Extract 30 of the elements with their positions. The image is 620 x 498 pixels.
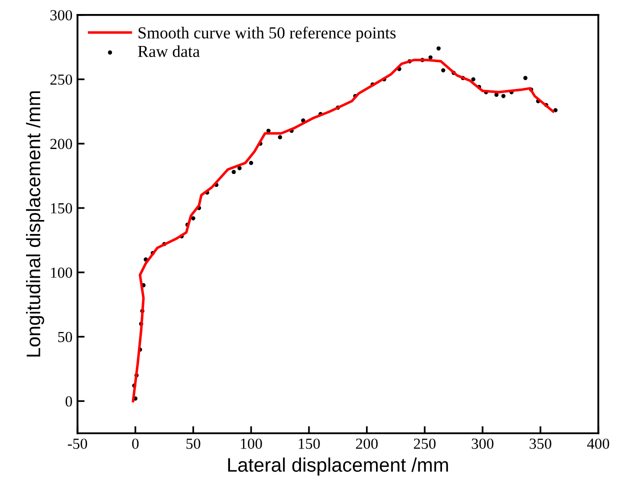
point xyxy=(278,135,282,140)
point xyxy=(249,160,254,166)
x-tick-label: 200 xyxy=(356,438,378,449)
x-tick-label: 250 xyxy=(414,438,436,449)
y-tick-label: 300 xyxy=(50,10,72,20)
point xyxy=(523,76,528,80)
x-tick-label: 150 xyxy=(298,438,320,449)
y-tick-label: 0 xyxy=(66,396,72,407)
x-tick-label: -50 xyxy=(68,438,88,449)
x-tick-label: 350 xyxy=(530,438,552,449)
point xyxy=(436,46,441,50)
y-tick-label: 50 xyxy=(58,332,72,342)
x-tick-label: 400 xyxy=(587,438,610,449)
point xyxy=(441,68,446,72)
y-tick-label: 100 xyxy=(51,268,72,278)
x-tick-label: 100 xyxy=(240,438,262,449)
point xyxy=(232,170,236,174)
point xyxy=(501,94,506,98)
legend-label: Smooth curve with 50 reference points xyxy=(138,26,396,42)
point xyxy=(191,216,196,220)
x-tick-label: 0 xyxy=(132,438,139,449)
point xyxy=(471,77,476,82)
y-axis-title: Longitudinal displacement /mm xyxy=(26,91,44,357)
y-tick-label: 250 xyxy=(50,74,72,85)
x-tick-label: 300 xyxy=(472,438,494,449)
x-axis-title: Lateral displacement /mm xyxy=(228,458,448,476)
legend-label: Raw data xyxy=(138,45,200,58)
x-tick-label: 50 xyxy=(186,438,200,449)
y-tick-label: 150 xyxy=(51,203,72,214)
y-tick-label: 200 xyxy=(50,138,72,150)
